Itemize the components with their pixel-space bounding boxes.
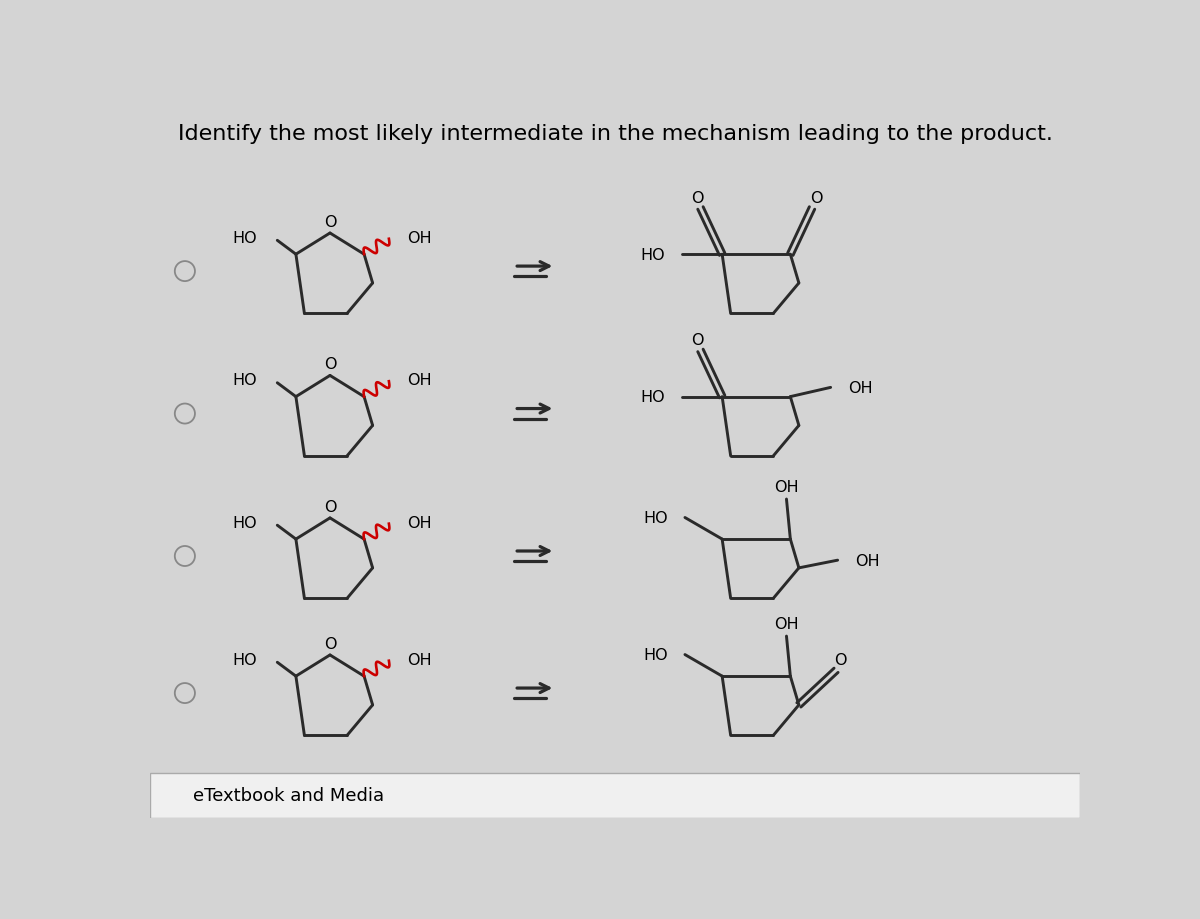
Text: HO: HO (233, 515, 257, 530)
Text: OH: OH (408, 515, 432, 530)
Text: O: O (834, 652, 847, 667)
Text: OH: OH (408, 231, 432, 245)
Text: HO: HO (233, 373, 257, 388)
Text: O: O (324, 357, 336, 372)
Text: OH: OH (854, 553, 880, 568)
Text: OH: OH (408, 652, 432, 667)
Text: HO: HO (233, 231, 257, 245)
Text: O: O (691, 333, 703, 347)
Text: HO: HO (640, 390, 665, 404)
Text: Identify the most likely intermediate in the mechanism leading to the product.: Identify the most likely intermediate in… (178, 124, 1052, 144)
Text: O: O (324, 215, 336, 230)
Text: HO: HO (640, 247, 665, 263)
Text: O: O (324, 499, 336, 515)
Text: O: O (691, 190, 703, 206)
Text: HO: HO (233, 652, 257, 667)
Text: OH: OH (774, 617, 799, 631)
Text: O: O (810, 190, 823, 206)
Text: HO: HO (643, 647, 668, 663)
Text: OH: OH (847, 380, 872, 395)
Text: OH: OH (774, 480, 799, 494)
FancyBboxPatch shape (150, 773, 1080, 818)
Text: eTextbook and Media: eTextbook and Media (193, 787, 384, 805)
Text: O: O (324, 636, 336, 652)
Text: OH: OH (408, 373, 432, 388)
Text: HO: HO (643, 510, 668, 526)
